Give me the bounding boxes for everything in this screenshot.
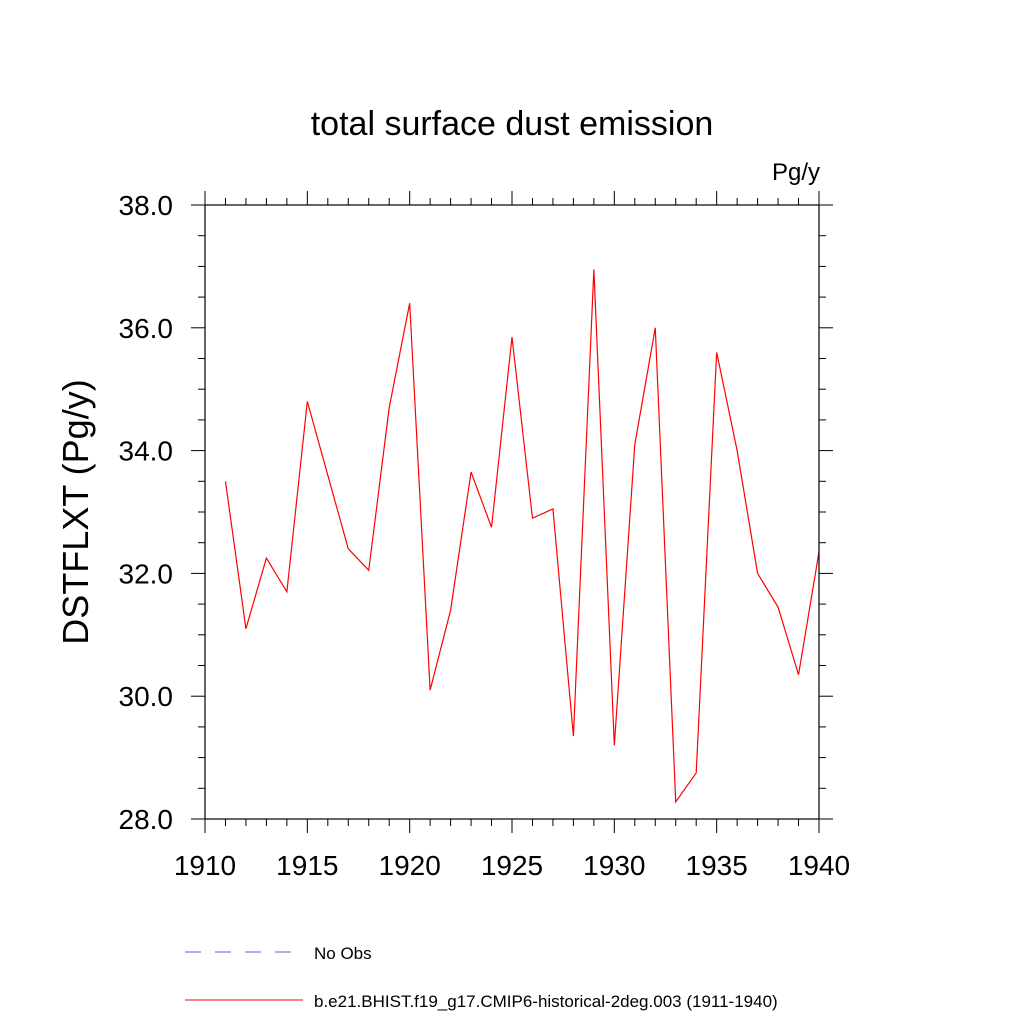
legend-label-no-obs: No Obs [314,944,372,963]
y-axis-label: DSTFLXT (Pg/y) [55,379,96,644]
x-tick-label: 1930 [583,850,645,881]
x-tick-label: 1920 [379,850,441,881]
y-tick-label: 38.0 [119,190,174,221]
plot-frame [204,204,820,820]
series-layer [224,269,820,804]
x-tick-label: 1935 [686,850,748,881]
legend-label-model: b.e21.BHIST.f19_g17.CMIP6-historical-2de… [314,992,778,1011]
x-tick-label: 1925 [481,850,543,881]
units-label: Pg/y [772,159,820,186]
series-line [224,269,820,804]
axis-ticks [191,191,833,833]
legend: No Obs b.e21.BHIST.f19_g17.CMIP6-histori… [185,944,778,1011]
y-tick-label: 28.0 [119,804,174,835]
chart-title: total surface dust emission [311,105,714,143]
x-tick-label: 1940 [788,850,850,881]
y-tick-label: 34.0 [119,436,174,467]
y-tick-label: 32.0 [119,558,174,589]
x-tick-label: 1910 [174,850,236,881]
y-tick-label: 30.0 [119,681,174,712]
y-tick-label: 36.0 [119,313,174,344]
tick-labels: 1910 1915 1920 1925 1930 1935 1940 28.0 30.0 32.0… [119,190,851,881]
x-tick-label: 1915 [276,850,338,881]
